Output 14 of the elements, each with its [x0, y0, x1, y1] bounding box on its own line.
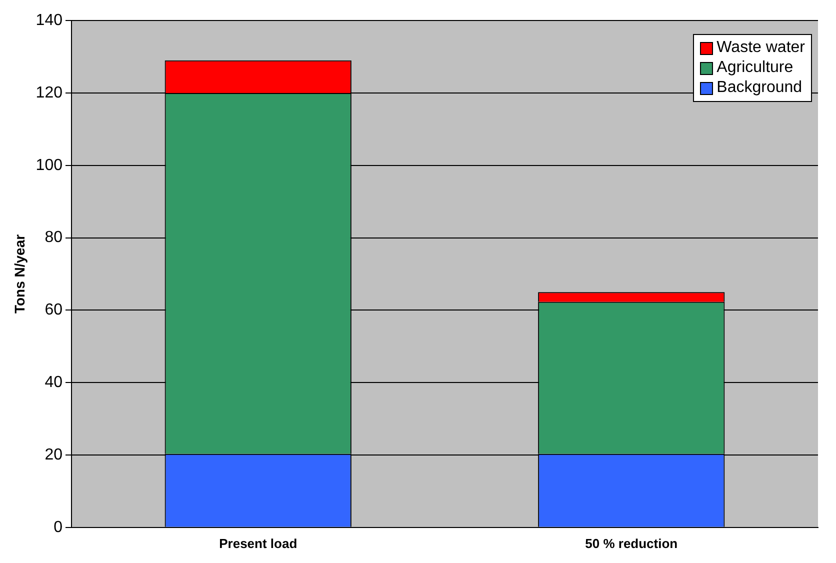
y-tick-label: 0 [54, 518, 63, 536]
x-tick-label: 50 % reduction [585, 536, 678, 551]
x-tick-label: Present load [219, 536, 298, 551]
y-tick-label: 120 [36, 84, 63, 102]
y-tick-label: 100 [36, 156, 63, 174]
y-axis-title: Tons N/year [11, 234, 28, 314]
y-tick-label: 20 [44, 446, 63, 464]
y-tick-label: 40 [44, 374, 63, 392]
y-tick-label: 140 [36, 12, 63, 30]
legend-label: Agriculture [716, 58, 794, 78]
y-tick-label: 80 [44, 229, 63, 246]
legend-label: Background [716, 78, 802, 98]
y-tick-label: 60 [44, 302, 63, 319]
legend-label: Waste water [716, 38, 805, 58]
